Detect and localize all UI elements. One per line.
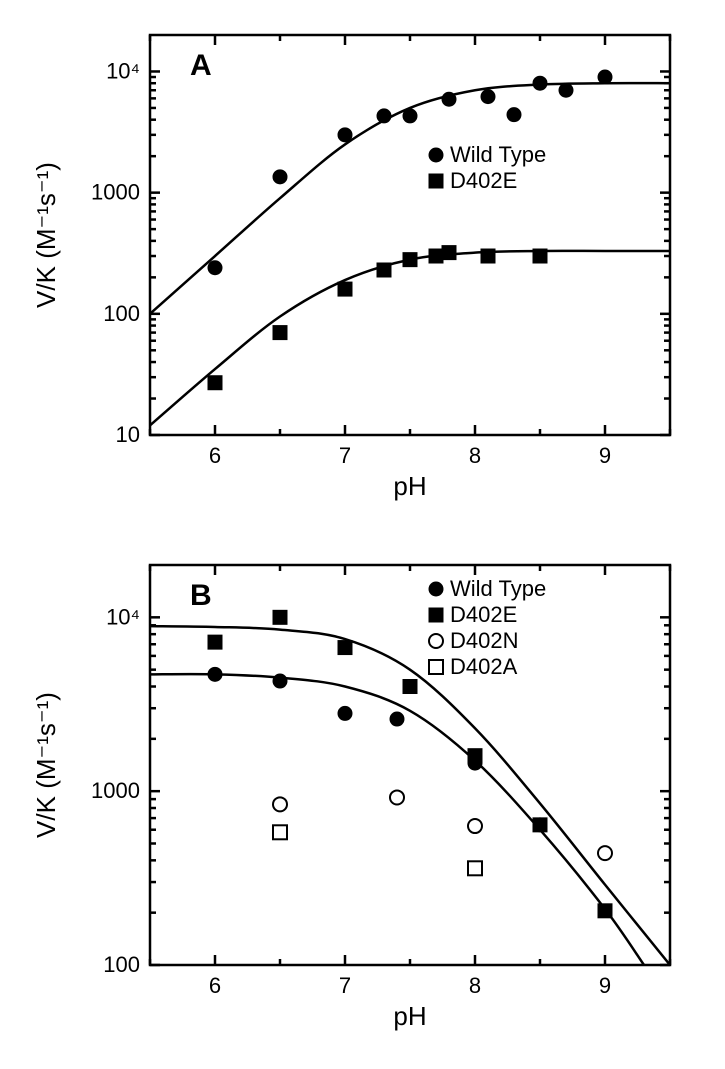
y-tick-label: 100	[103, 301, 140, 326]
y-tick-label: 10⁴	[106, 604, 140, 629]
panel-b-chart: 6789pH100100010⁴V/K (M⁻¹s⁻¹)BWild TypeD4…	[0, 530, 725, 1060]
legend-label: D402E	[450, 602, 517, 627]
y-tick-label: 1000	[91, 778, 140, 803]
x-tick-label: 6	[209, 443, 221, 468]
x-tick-label: 8	[469, 443, 481, 468]
y-axis-label: V/K (M⁻¹s⁻¹)	[31, 162, 61, 308]
y-tick-label: 10⁴	[106, 58, 140, 83]
y-tick-label: 100	[103, 952, 140, 977]
y-tick-label: 1000	[91, 180, 140, 205]
x-tick-label: 6	[209, 973, 221, 998]
panel-letter: B	[190, 579, 212, 612]
x-tick-label: 9	[599, 443, 611, 468]
legend-label: Wild Type	[450, 576, 546, 601]
x-tick-label: 9	[599, 973, 611, 998]
fit-curve	[150, 626, 670, 965]
x-axis-label: pH	[393, 471, 426, 501]
page: 6 7 8 9 pH 10 100 1000 10⁴ V/K (M⁻¹s⁻¹) A Wild Type…	[0, 0, 725, 1069]
x-tick-label: 7	[339, 973, 351, 998]
y-axis-label: V/K (M⁻¹s⁻¹)	[31, 692, 61, 838]
y-tick-label: 10	[116, 422, 140, 447]
fit-curve	[150, 251, 670, 426]
x-tick-label: 7	[339, 443, 351, 468]
x-axis-label: pH	[393, 1001, 426, 1031]
panel-letter: A	[190, 49, 212, 82]
legend-label: Wild Type	[450, 142, 546, 167]
legend-label: D402E	[450, 168, 517, 193]
legend-label: D402A	[450, 654, 518, 679]
x-tick-label: 8	[469, 973, 481, 998]
legend-label: D402N	[450, 628, 518, 653]
panel-a-chart: 6 7 8 9 pH 10 100 1000 10⁴ V/K (M⁻¹s⁻¹) A Wild Type…	[0, 0, 725, 520]
